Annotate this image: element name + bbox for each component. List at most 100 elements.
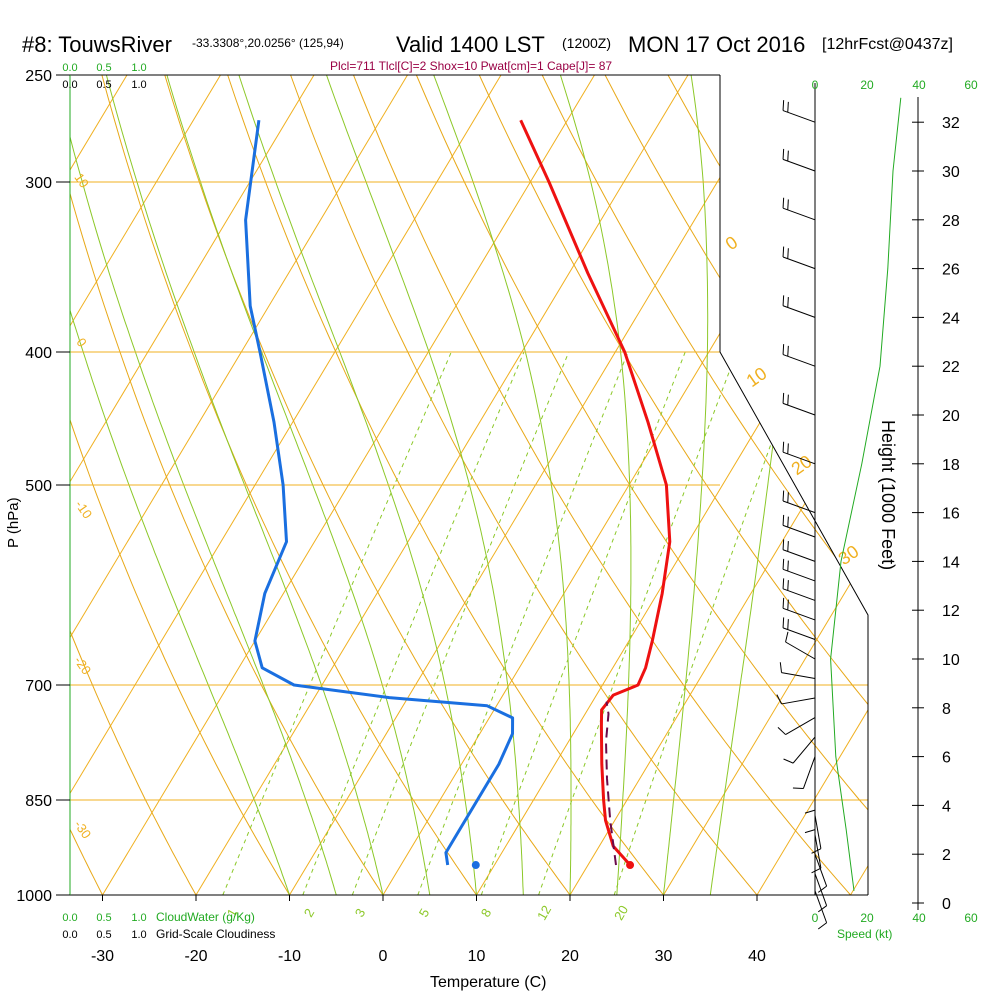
wind-barb-flag [788,541,789,551]
wind-barb-staff [793,737,815,763]
height-tick-label: 8 [942,701,951,718]
wind-barb-flag [784,759,794,763]
dry-adiabat-line [842,51,1000,924]
wind-barb [783,491,815,513]
cloudiness-tick-label-bottom: 1.0 [131,929,146,941]
height-tick-label: 14 [942,554,960,571]
cloudiness-tick-label-top: 0.5 [96,79,111,91]
wind-barb [783,617,815,639]
wind-barb-flag [788,248,789,258]
wind-barb [783,578,815,600]
wind-barb-staff [783,550,815,562]
mixing-ratio-label: 20 [611,903,631,923]
cloudwater-label: CloudWater (g/Kg) [156,910,255,924]
wind-barb-flag [783,559,784,569]
surface-dewpoint-marker [472,861,480,869]
cloudiness-tick-label-bottom: 0.0 [62,929,77,941]
wind-barb-flag [818,923,826,929]
mixing-ratio-line [539,352,737,895]
wind-barb [793,757,815,789]
cloudiness-label: Grid-Scale Cloudiness [156,927,275,941]
mixing-ratio-label: 5 [416,906,433,920]
height-tick-label: 30 [942,164,960,181]
wind-barb-staff [815,815,821,848]
pressure-tick-label: 1000 [16,888,52,905]
wind-barb-flag [805,830,815,833]
height-axis-label: Height (1000 Feet) [878,420,898,570]
speed-axis-label: Speed (kt) [837,927,892,941]
wind-barb-flag [783,491,784,501]
wind-barb-flag [788,580,789,590]
temperature-tick-label: 40 [748,948,766,965]
mixing-ratio-label: 3 [352,906,369,920]
dry-adiabat-line [966,51,1000,924]
cloudwater-tick-label-top: 0.0 [62,62,77,74]
wind-barb-flag [788,561,789,571]
moist-adiabat-line [516,0,631,895]
wind-barb-flag [783,198,784,208]
height-tick-label: 32 [942,115,960,132]
isotherm-label: -10 [72,497,95,521]
wind-barb-staff [783,159,815,171]
speed-tick-label-top: 20 [860,78,874,92]
station-title: #8: TouwsRiver [22,32,172,57]
wind-barbs [777,100,827,929]
dry-adiabat-label: 0 [722,232,742,254]
wind-barb [784,737,815,763]
wind-barb-flag [783,442,784,452]
pressure-tick-label: 300 [25,175,52,192]
valid-zulu: (1200Z) [562,35,611,51]
sounding-profiles [246,120,670,869]
wind-barb [783,515,815,537]
moist-adiabat-line [283,0,523,895]
wind-barb [783,100,815,122]
dry-adiabat-line [717,51,1000,924]
cloudwater-tick-label-top: 1.0 [131,62,146,74]
wind-barb-flag [788,297,789,307]
pressure-tick-label: 850 [25,793,52,810]
cloudiness-tick-label-bottom: 0.5 [96,929,111,941]
pressure-tick-label: 500 [25,478,52,495]
wind-barb [783,149,815,171]
wind-barb [783,344,815,366]
wind-barb-flag [788,102,789,112]
wind-barb-staff [783,608,815,620]
pressure-axis-label: P (hPa) [5,497,22,548]
temperature-tick-label: -30 [91,948,114,965]
temperature-tick-label: 30 [655,948,673,965]
moist-adiabat-line [200,0,476,895]
moist-adiabat-lines [0,0,805,895]
wind-barb-staff [783,208,815,220]
wind-barb-flag [783,295,784,305]
height-tick-label: 16 [942,506,960,523]
wind-barb [778,718,815,735]
speed-tick-label-bottom: 40 [912,911,926,925]
pressure-tick-label: 250 [25,68,52,85]
mixing-ratio-label: 2 [301,906,318,920]
wind-barb-staff [783,355,815,367]
height-tick-label: 28 [942,213,960,230]
wind-barb-flag [788,600,789,610]
wind-barb-flag [783,149,784,159]
plot-right-boundary [720,75,868,895]
cloudwater-tick-label-bottom: 0.0 [62,912,77,924]
wind-barb-flag [778,727,786,734]
isotherm-label: -20 [71,653,94,677]
wind-barb [783,559,815,581]
moist-adiabat-line [76,0,383,895]
wind-barb-flag [793,788,803,789]
speed-tick-label-bottom: 20 [860,911,874,925]
isotherm-label: 10 [71,170,92,190]
height-tick-label: 12 [942,603,960,620]
wind-barb-staff [783,569,815,581]
plot-frame [70,75,918,910]
cloudwater-tick-label-top: 0.5 [96,62,111,74]
cloudwater-tick-label-bottom: 1.0 [131,912,146,924]
temperature-tick-label: -20 [184,948,207,965]
height-tick-label: 0 [942,896,951,913]
height-tick-label: 26 [942,262,960,279]
valid-time: Valid 1400 LST [396,32,545,57]
wind-barb-staff [782,698,815,704]
cloudiness-tick-label-top: 1.0 [131,79,146,91]
